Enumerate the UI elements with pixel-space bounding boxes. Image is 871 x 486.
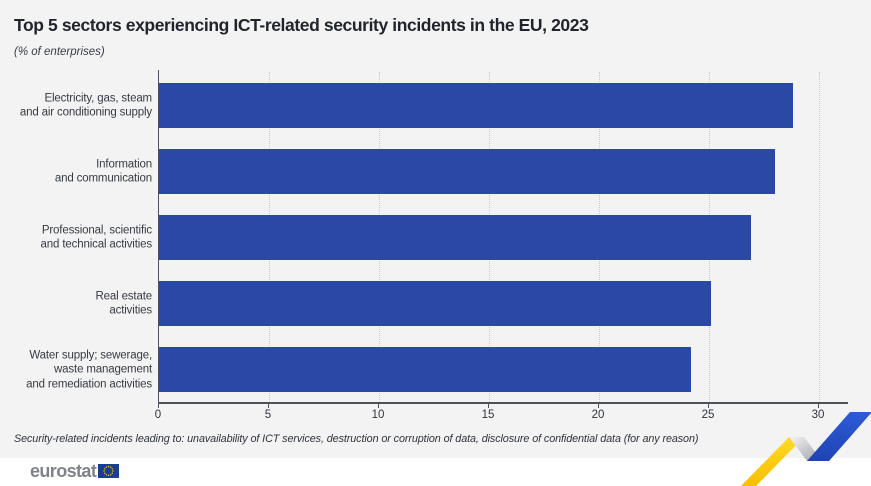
x-axis-ticks: 0 5 10 15 20 25 30 (154, 403, 824, 427)
plot-area (158, 70, 820, 402)
category-label-2: Information and communication (54, 158, 152, 185)
tick-label-15: 15 (481, 409, 495, 421)
tick-mark-10 (378, 403, 379, 408)
gridline-30 (819, 72, 820, 402)
eu-flag-icon (98, 464, 120, 478)
eurostat-logo: eurostat (30, 460, 120, 481)
chart-unit-subtitle: (% of enterprises) (14, 46, 105, 58)
tick-label-5: 5 (264, 409, 272, 421)
tick-mark-0 (158, 403, 159, 408)
category-label-4: Real estate activities (95, 290, 152, 317)
tick-mark-30 (818, 403, 819, 408)
tick-label-0: 0 (154, 409, 162, 421)
zigzag-brand-icon (741, 412, 871, 486)
tick-label-30: 30 (811, 409, 825, 421)
page-title: Top 5 sectors experiencing ICT-related s… (14, 15, 589, 35)
footnote: Security-related incidents leading to: u… (14, 433, 699, 445)
tick-label-10: 10 (371, 409, 385, 421)
bar-3 (159, 215, 751, 260)
tick-label-20: 20 (591, 409, 605, 421)
tick-mark-25 (708, 403, 709, 408)
bar-5 (159, 347, 692, 392)
eurostat-logo-text: eurostat (30, 460, 97, 481)
tick-mark-15 (488, 403, 489, 408)
category-label-5: Water supply; sewerage, waste management… (26, 348, 152, 390)
bar-1 (159, 83, 793, 128)
tick-label-25: 25 (701, 409, 715, 421)
category-labels: Electricity, gas, steam and air conditio… (0, 70, 152, 402)
category-label-1: Electricity, gas, steam and air conditio… (19, 92, 152, 119)
category-label-3: Professional, scientific and technical a… (40, 224, 153, 251)
bar-2 (159, 149, 775, 194)
tick-mark-20 (598, 403, 599, 408)
tick-mark-5 (268, 403, 269, 408)
footer-strip (0, 458, 871, 486)
bar-4 (159, 281, 712, 326)
x-axis-line (158, 402, 848, 404)
